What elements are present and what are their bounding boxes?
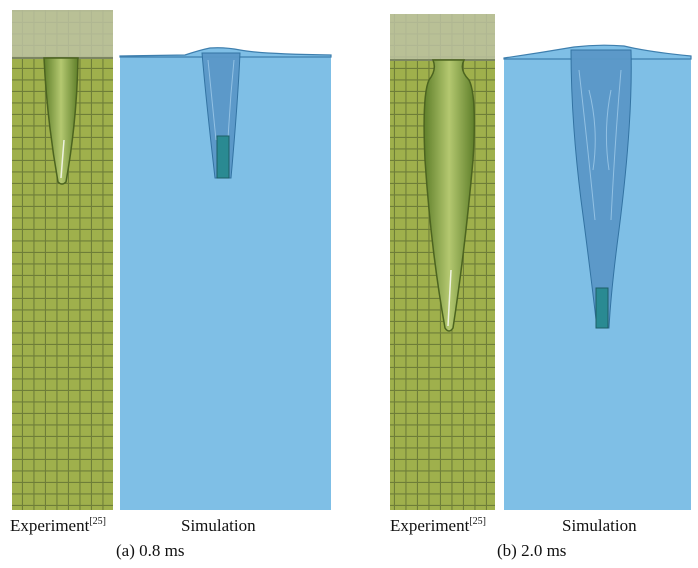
experiment-image-a (12, 10, 113, 510)
panel-b: Experiment[25] Simulation (b) 2.0 ms (349, 0, 698, 568)
panel-b-figure (390, 14, 692, 510)
experiment-label-a: Experiment[25] (10, 516, 106, 535)
simulation-cavity-a (201, 52, 241, 179)
simulation-image-a (119, 47, 332, 510)
simulation-label-a: Simulation (181, 516, 256, 535)
experiment-cavity-a (43, 57, 79, 185)
projectile-a (216, 135, 230, 179)
panel-a-figure (12, 10, 332, 510)
experiment-cavity-b (423, 59, 476, 332)
projectile-b (595, 287, 609, 329)
simulation-image-b (503, 44, 692, 510)
panel-a: Experiment[25] Simulation (a) 0.8 ms (10, 10, 332, 560)
simulation-label-b: Simulation (562, 516, 637, 535)
caption-a: (a) 0.8 ms (116, 541, 185, 560)
caption-b: (b) 2.0 ms (497, 541, 567, 560)
experiment-image-b (390, 14, 495, 510)
experiment-label-b: Experiment[25] (390, 516, 486, 535)
